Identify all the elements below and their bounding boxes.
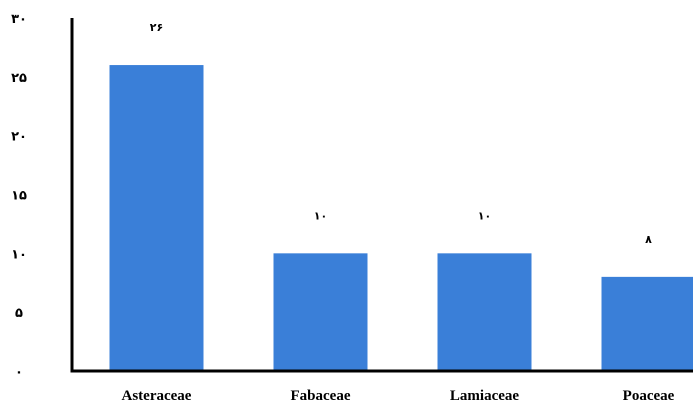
- bar-poaceae: [601, 276, 693, 371]
- x-axis-ticks: Asteraceae Fabaceae Lamiaceae Poaceae: [122, 388, 675, 404]
- x-tick-label-asteraceae: Asteraceae: [122, 388, 192, 404]
- bar-asteraceae: [109, 65, 204, 372]
- y-tick-label-25: ۲۵: [11, 71, 27, 86]
- x-tick-label-fabaceae: Fabaceae: [291, 388, 351, 404]
- y-tick-label-5: ۵: [15, 306, 23, 321]
- x-tick-label-poaceae: Poaceae: [623, 388, 675, 404]
- data-label-fabaceae: ۱۰: [314, 209, 327, 222]
- y-tick-label-10: ۱۰: [11, 247, 27, 262]
- y-tick-label-30: ۳۰: [11, 12, 27, 27]
- data-label-lamiaceae: ۱۰: [478, 209, 491, 222]
- data-label-poaceae: ۸: [645, 233, 652, 246]
- x-tick-label-lamiaceae: Lamiaceae: [450, 388, 519, 404]
- bar-lamiaceae: [437, 253, 532, 371]
- y-axis-ticks: ۰ ۵ ۱۰ ۱۵ ۲۰ ۲۵ ۳۰: [11, 12, 27, 380]
- data-labels-group: ۲۶ ۱۰ ۱۰ ۸: [150, 21, 652, 246]
- y-tick-label-15: ۱۵: [11, 189, 27, 204]
- data-label-asteraceae: ۲۶: [150, 21, 163, 34]
- bars-group: [109, 65, 693, 372]
- bar-fabaceae: [273, 253, 368, 371]
- y-tick-label-0: ۰: [15, 365, 23, 380]
- y-tick-label-20: ۲۰: [11, 130, 27, 145]
